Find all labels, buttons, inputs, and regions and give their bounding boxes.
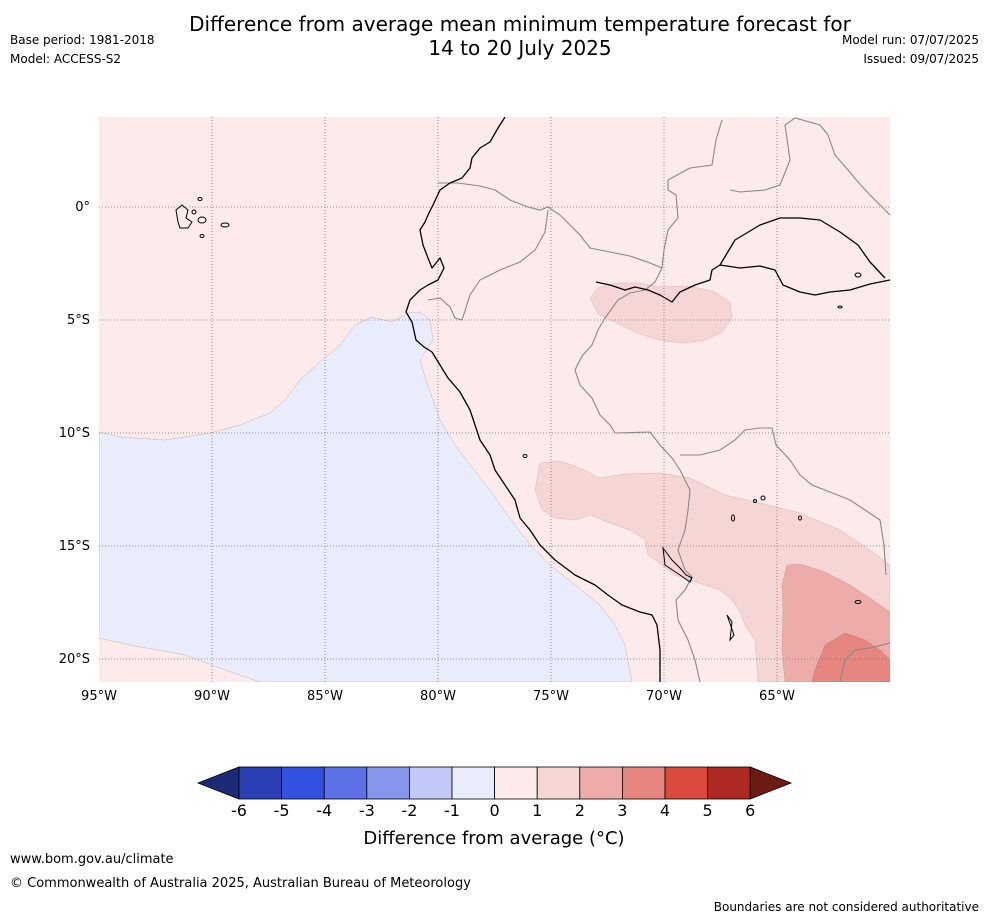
lat-label-15s: 15°S <box>58 539 90 554</box>
colorbar-swatch <box>238 766 282 800</box>
map-title: Difference from average mean minimum tem… <box>0 12 988 60</box>
colorbar-swatch <box>494 766 538 800</box>
colorbar-tick-label: -5 <box>273 801 290 820</box>
colorbar-tick-label: 1 <box>532 801 543 820</box>
model-name: Model: ACCESS-S2 <box>10 52 122 66</box>
colorbar-tick-label: -2 <box>401 801 418 820</box>
colorbar-tick-label: -4 <box>316 801 333 820</box>
model-run: Model run: 07/07/2025 <box>841 33 979 47</box>
colorbar-tick-label: 4 <box>659 801 671 820</box>
colorbar-tick-label: 2 <box>574 801 585 820</box>
lon-label-75w: 75°W <box>533 689 569 704</box>
graticule <box>99 117 890 682</box>
colorbar-tick-label: 5 <box>702 801 713 820</box>
colorbar-swatch <box>707 766 751 800</box>
anomaly-band-1-2-north <box>589 282 733 344</box>
islands-and-lakes <box>175 197 862 642</box>
colorbar-swatch <box>536 766 581 800</box>
colorbar <box>196 766 793 800</box>
national-borders <box>427 117 890 682</box>
map-title-line1: Difference from average mean minimum tem… <box>189 12 851 36</box>
colorbar-swatch <box>323 766 368 800</box>
map-canvas <box>99 117 890 682</box>
colorbar-swatch <box>622 766 666 800</box>
lat-label-20s: 20°S <box>58 652 90 667</box>
lat-label-10s: 10°S <box>58 426 90 441</box>
lon-label-85w: 85°W <box>307 689 343 704</box>
website-link[interactable]: www.bom.gov.au/climate <box>10 852 174 867</box>
colorbar-label: Difference from average (°C) <box>363 828 625 849</box>
colorbar-tick-label: -6 <box>231 801 247 820</box>
anomaly-band-3-4 <box>811 632 890 682</box>
copyright-notice: © Commonwealth of Australia 2025, Austra… <box>10 876 471 891</box>
colorbar-tick-label: 3 <box>617 801 628 820</box>
coastline <box>405 117 890 682</box>
lon-label-95w: 95°W <box>81 689 117 704</box>
anomaly-band-minus1-0 <box>99 311 633 682</box>
colorbar-tick-label: -1 <box>444 801 460 820</box>
lon-label-70w: 70°W <box>646 689 682 704</box>
colorbar-swatch <box>451 766 495 800</box>
colorbar-over-arrow <box>749 766 793 800</box>
lon-label-80w: 80°W <box>420 689 456 704</box>
lon-label-65w: 65°W <box>759 689 795 704</box>
lat-label-0: 0° <box>75 200 90 215</box>
lon-label-90w: 90°W <box>194 689 230 704</box>
issued-date: Issued: 09/07/2025 <box>863 52 979 66</box>
colorbar-swatch <box>366 766 410 800</box>
boundaries-disclaimer: Boundaries are not considered authoritat… <box>713 900 979 914</box>
colorbar-swatch <box>408 766 453 800</box>
colorbar-swatch <box>664 766 708 800</box>
colorbar-swatch <box>579 766 623 800</box>
base-period: Base period: 1981-2018 <box>10 33 155 47</box>
colorbar-swatch <box>281 766 325 800</box>
lat-label-5s: 5°S <box>66 313 90 328</box>
colorbar-under-arrow <box>196 766 240 800</box>
map-title-line2: 14 to 20 July 2025 <box>428 36 612 60</box>
colorbar-tick-label: 0 <box>489 801 500 820</box>
colorbar-tick-label: -3 <box>358 801 375 820</box>
colorbar-tick-label: 6 <box>745 801 756 820</box>
